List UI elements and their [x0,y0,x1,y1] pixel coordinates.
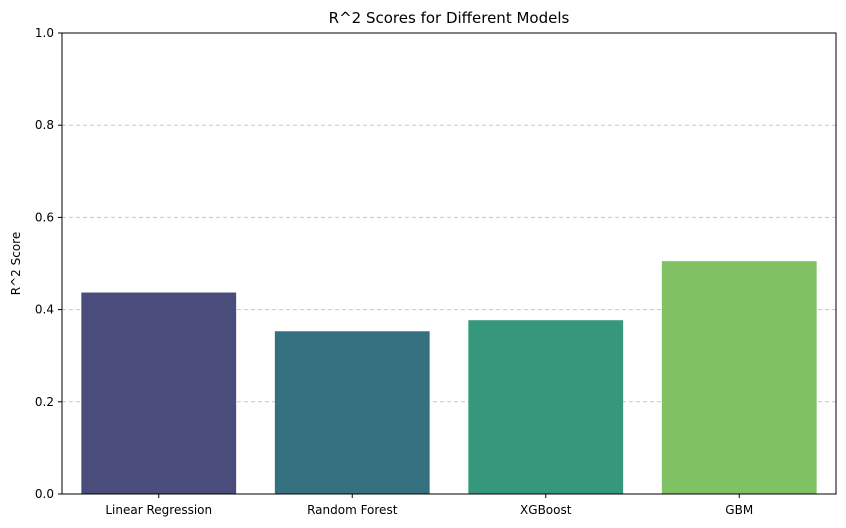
x-tick-label: GBM [725,503,753,517]
x-tick-label: XGBoost [520,503,572,517]
bar [661,261,817,494]
y-tick-label: 0.6 [35,210,54,224]
bar [274,331,430,494]
y-tick-label: 0.0 [35,487,54,501]
x-tick-label: Random Forest [307,503,398,517]
bar [81,292,237,494]
x-axis-ticks: Linear Regression Random Forest XGBoost GBM [105,494,753,517]
y-axis-label: R^2 Score [9,232,23,295]
y-tick-label: 1.0 [35,26,54,40]
y-axis-ticks: 0.0 0.2 0.4 0.6 0.8 1.0 [35,26,62,501]
y-tick-label: 0.4 [35,303,54,317]
chart-title: R^2 Scores for Different Models [329,9,570,27]
y-tick-label: 0.2 [35,395,54,409]
bars [81,261,817,494]
bar [468,320,624,494]
y-tick-label: 0.8 [35,118,54,132]
x-tick-label: Linear Regression [105,503,212,517]
plot-frame [61,32,837,495]
